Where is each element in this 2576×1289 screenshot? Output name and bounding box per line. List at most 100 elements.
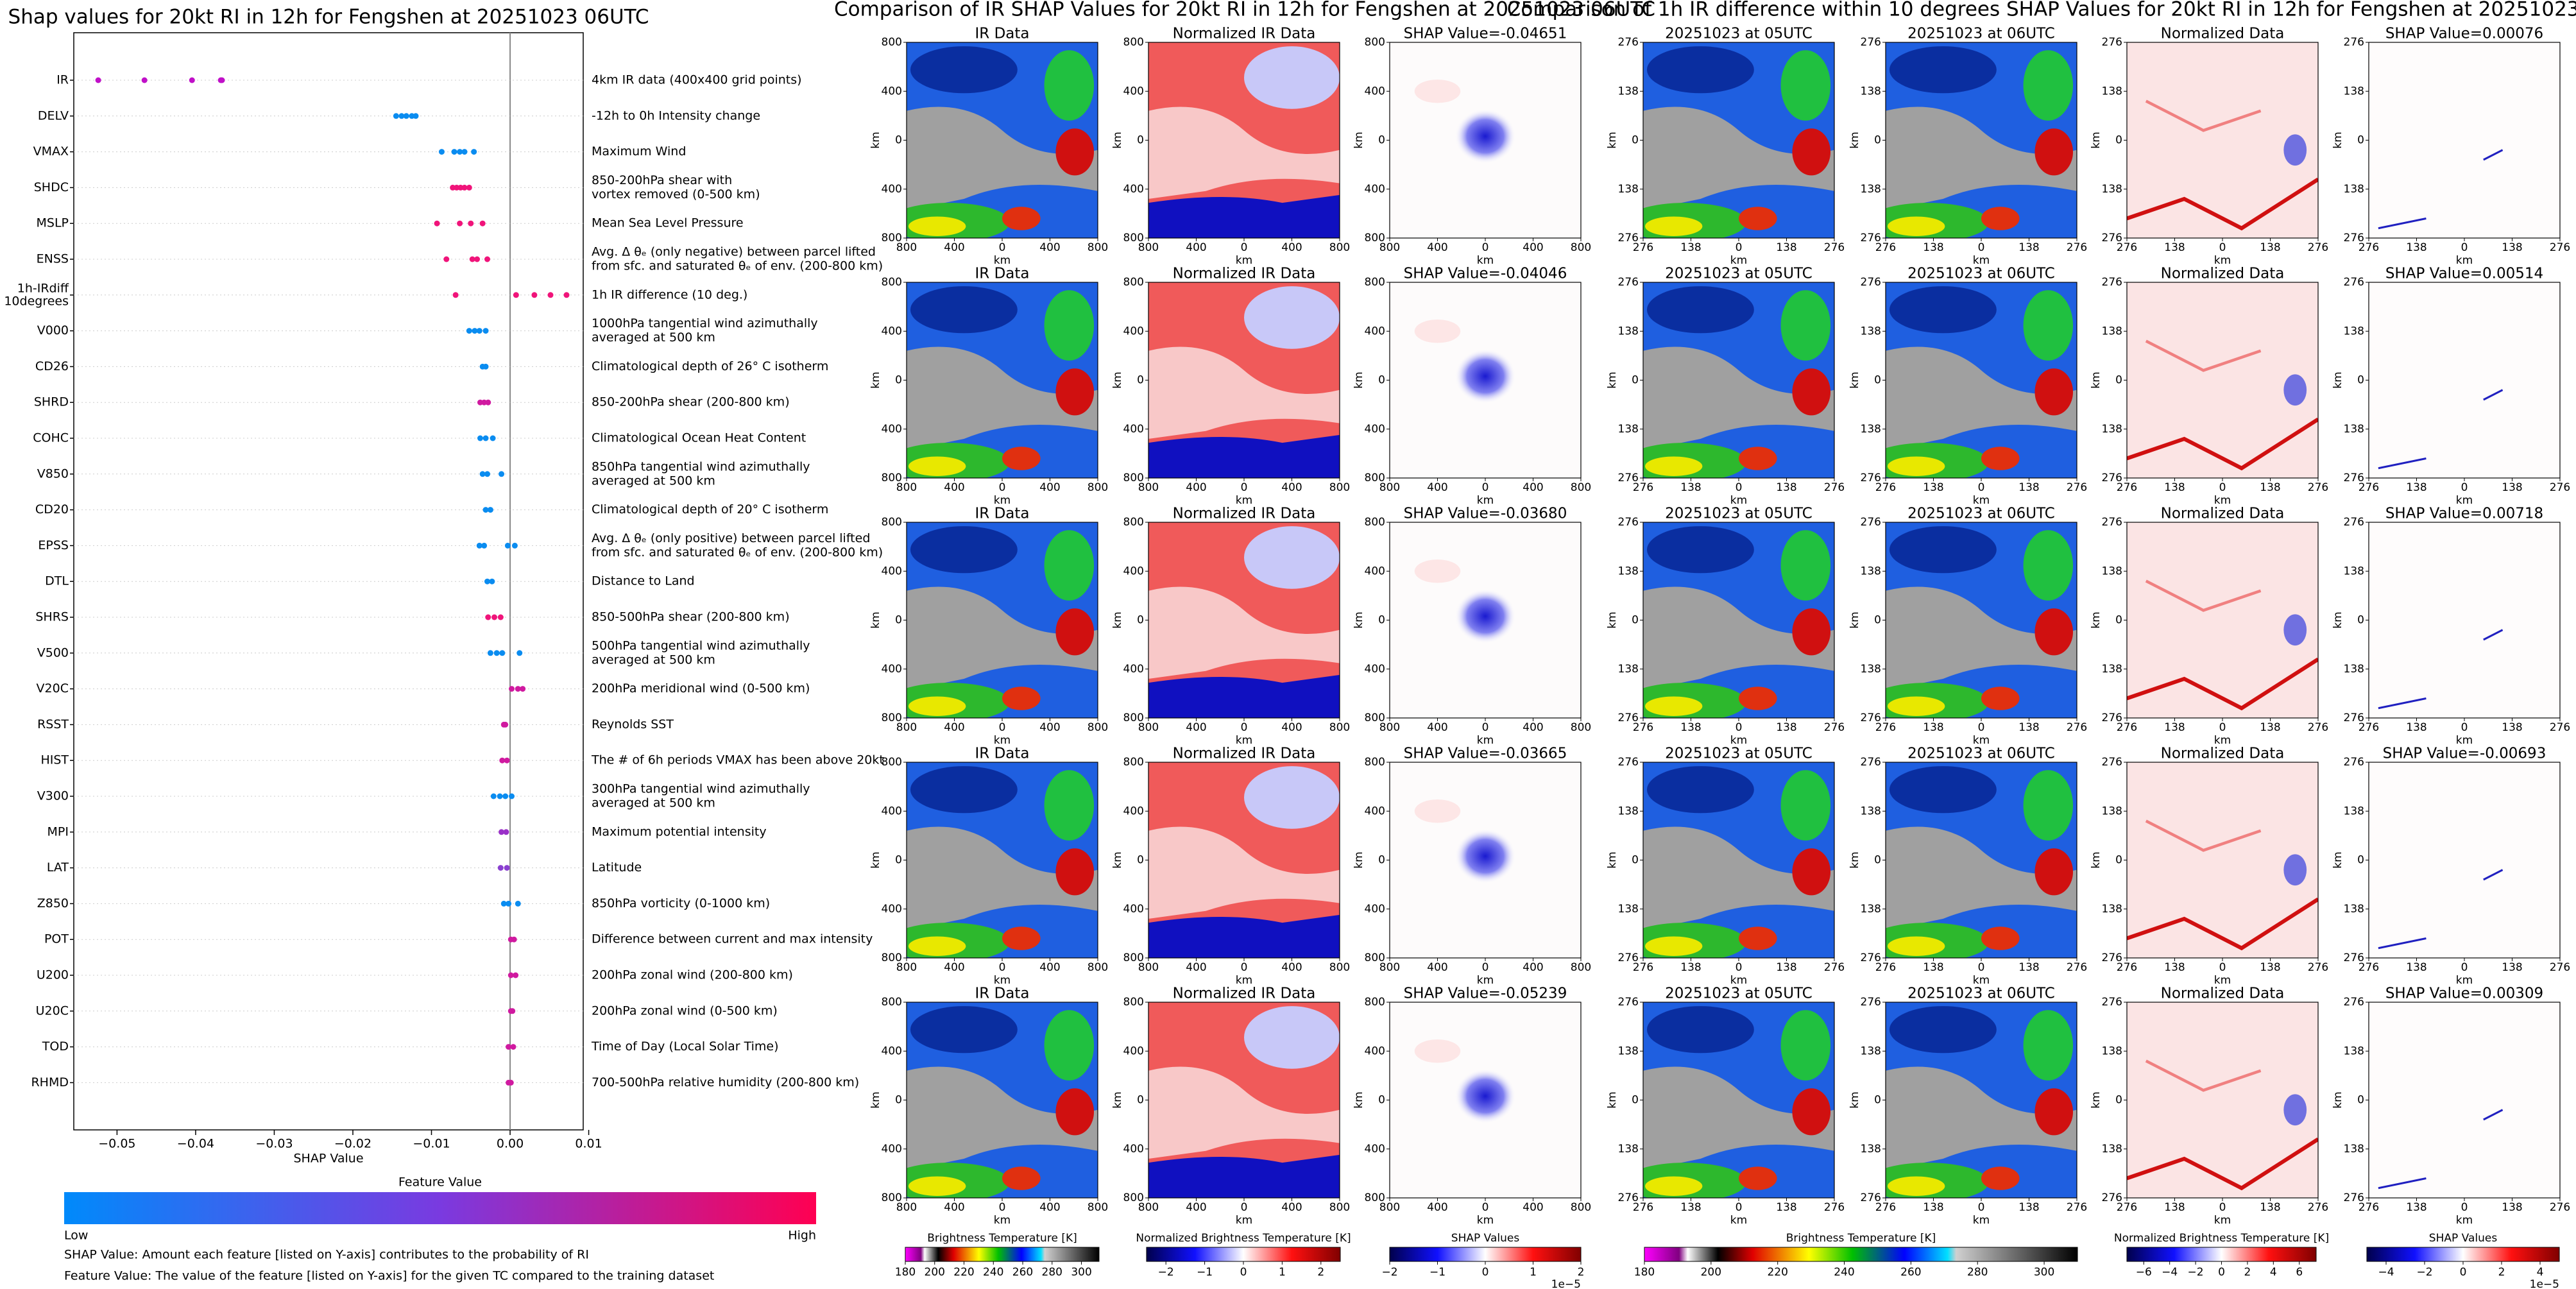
y-axis-label: km — [1352, 371, 1365, 388]
y-tick-label: 0 — [895, 614, 902, 627]
shap-point — [497, 614, 504, 620]
feature-label: MSLP — [37, 216, 69, 230]
y-tick-label: 276 — [2102, 1191, 2122, 1204]
image — [1390, 282, 1581, 478]
feature-description: averaged at 500 km — [592, 653, 715, 667]
x-tick-label: 800 — [1329, 721, 1350, 734]
y-tick-label: 400 — [1123, 1045, 1144, 1057]
y-tick-label: 800 — [1365, 516, 1385, 529]
y-tick-label: 276 — [1618, 36, 1639, 49]
panel-title: Normalized Data — [2161, 746, 2285, 762]
y-tick-label: 800 — [1365, 472, 1385, 484]
feature-label: V000 — [37, 323, 69, 337]
image — [2127, 522, 2318, 718]
y-tick-label: 138 — [2344, 663, 2364, 676]
colorbar-tick-label: 300 — [2034, 1266, 2054, 1279]
x-tick-label: 138 — [2406, 961, 2427, 974]
x-tick-label: 800 — [1138, 961, 1159, 974]
y-tick-label: 138 — [1618, 423, 1639, 436]
x-tick-label: 400 — [1186, 721, 1206, 734]
y-tick-label: 276 — [1618, 1191, 1639, 1204]
x-tick-label: 276 — [2117, 1201, 2137, 1214]
x-axis-label: km — [994, 494, 1011, 507]
x-tick-label: 276 — [1824, 481, 1845, 494]
shap-point — [487, 507, 493, 513]
y-axis-label: km — [1352, 851, 1365, 868]
shap-point — [474, 256, 481, 262]
colorbar-tick-label: −2 — [1158, 1266, 1174, 1279]
colorbar-offset: 1e−5 — [1551, 1278, 1581, 1289]
image — [1643, 1002, 1834, 1198]
y-tick-label: 276 — [1618, 952, 1639, 964]
shap-point — [502, 721, 509, 728]
feature-description: -12h to 0h Intensity change — [592, 108, 760, 123]
x-tick-label: 400 — [944, 481, 964, 494]
colorbar-title: SHAP Values — [2429, 1232, 2498, 1245]
feature-label: SHRD — [34, 395, 69, 409]
shap-point — [469, 256, 475, 262]
panel-title: 20251023 at 06UTC — [1907, 506, 2055, 522]
panel-title: IR Data — [975, 266, 1030, 282]
shap-point — [489, 578, 495, 585]
shap-point — [499, 471, 505, 477]
y-tick-label: 276 — [2102, 952, 2122, 964]
x-tick-label: 0 — [1978, 961, 1985, 974]
x-tick-label: 0 — [2461, 481, 2468, 494]
x-tick-label: 276 — [2550, 721, 2570, 734]
y-tick-label: 0 — [1632, 1094, 1639, 1107]
y-tick-label: 400 — [1123, 423, 1144, 436]
shap-point — [452, 292, 459, 298]
shap-point — [413, 113, 419, 119]
y-tick-label: 400 — [1123, 903, 1144, 916]
panel-title: IR Data — [975, 986, 1030, 1002]
panel-title: SHAP Value=-0.04046 — [1404, 266, 1567, 282]
x-axis-label: km — [2456, 734, 2473, 747]
x-axis-label: km — [994, 254, 1011, 267]
feature-label: RSST — [37, 717, 69, 731]
colorbar-title: Feature Value — [398, 1175, 482, 1190]
feature-description: 1000hPa tangential wind azimuthally — [592, 316, 818, 330]
x-tick-label: 138 — [2406, 241, 2427, 254]
x-tick-label: 800 — [1571, 481, 1591, 494]
colorbar-low: Low — [64, 1229, 88, 1243]
colorbar — [64, 1192, 816, 1224]
y-tick-label: 138 — [2102, 1045, 2122, 1057]
x-tick-label: 800 — [1571, 721, 1591, 734]
y-tick-label: 800 — [1123, 712, 1144, 724]
figure-title: Comparison of 1h IR difference within 10… — [1507, 0, 2576, 21]
shap-point — [490, 793, 497, 799]
y-tick-label: 276 — [2344, 36, 2364, 49]
shap-point — [457, 220, 463, 226]
image — [1643, 522, 1834, 718]
y-tick-label: 138 — [2102, 85, 2122, 98]
y-tick-label: 800 — [882, 1191, 902, 1204]
image — [1148, 282, 1340, 478]
colorbar-tick-label: 4 — [2537, 1266, 2544, 1279]
y-tick-label: 138 — [2102, 903, 2122, 916]
shap-point — [451, 149, 457, 155]
y-tick-label: 0 — [1874, 134, 1881, 147]
y-tick-label: 400 — [1123, 1143, 1144, 1156]
x-tick-label: −0.04 — [177, 1137, 214, 1151]
y-tick-label: 276 — [1618, 996, 1639, 1009]
feature-description: averaged at 500 km — [592, 474, 715, 488]
feature-label: COHC — [33, 431, 69, 445]
shap-point — [490, 435, 496, 441]
x-tick-label: 800 — [1138, 721, 1159, 734]
y-tick-label: 276 — [2344, 1191, 2364, 1204]
x-tick-label: 400 — [1281, 961, 1302, 974]
y-tick-label: 800 — [882, 36, 902, 49]
footnote: Feature Value: The value of the feature … — [64, 1269, 714, 1283]
feature-label: U200 — [37, 968, 69, 982]
feature-description: from sfc. and saturated θₑ of env. (200-… — [592, 545, 883, 559]
x-tick-label: 276 — [2358, 481, 2379, 494]
panel-title: 20251023 at 06UTC — [1907, 986, 2055, 1002]
x-tick-label: 276 — [1633, 241, 1653, 254]
x-tick-label: 400 — [1523, 481, 1543, 494]
y-tick-label: 138 — [1861, 1143, 1881, 1156]
x-tick-label: 138 — [1680, 1201, 1701, 1214]
x-axis-label: km — [1730, 494, 1747, 507]
x-tick-label: 400 — [1523, 241, 1543, 254]
colorbar — [2126, 1247, 2317, 1262]
colorbar-tick-label: −4 — [2378, 1266, 2394, 1279]
